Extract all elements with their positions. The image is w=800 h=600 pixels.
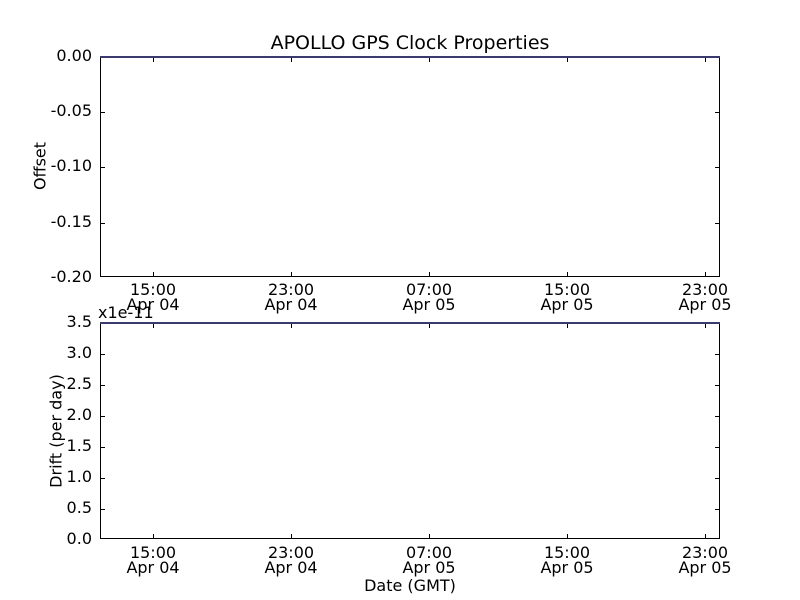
drift-series-line (100, 322, 720, 324)
xtick-label: 23:00 Apr 04 (264, 280, 318, 314)
xtick-time: 15:00 (129, 280, 177, 299)
ytick-label: 2.0 (66, 405, 92, 424)
x-tick-mark (705, 58, 706, 62)
y-tick-mark (715, 478, 719, 479)
xtick-date: Apr 05 (540, 558, 594, 577)
y-tick-mark (715, 167, 719, 168)
y-axis-exponent-label: x1e-11 (98, 303, 154, 322)
x-tick-mark (291, 324, 292, 328)
x-tick-mark (567, 534, 568, 538)
xtick-time: 15:00 (129, 543, 177, 562)
xtick-time: 23:00 (267, 280, 315, 299)
ytick-label: 0.00 (56, 46, 92, 65)
y-tick-mark (715, 509, 719, 510)
y-tick-mark (715, 385, 719, 386)
xtick-label: 23:00 Apr 05 (678, 543, 732, 577)
y-tick-mark (101, 354, 105, 355)
ytick-label: -0.20 (50, 267, 92, 286)
x-tick-mark (153, 272, 154, 276)
x-tick-mark (567, 58, 568, 62)
x-tick-mark (705, 272, 706, 276)
ytick-label: -0.10 (50, 156, 92, 175)
x-tick-mark (429, 58, 430, 62)
xtick-label: 23:00 Apr 04 (264, 543, 318, 577)
ytick-label: 1.5 (66, 436, 92, 455)
xtick-date: Apr 05 (540, 295, 594, 314)
y-tick-mark (101, 167, 105, 168)
xtick-date: Apr 05 (678, 295, 732, 314)
xtick-time: 15:00 (543, 280, 591, 299)
ytick-label: 1.0 (66, 467, 92, 486)
ytick-label: 2.5 (66, 374, 92, 393)
xtick-time: 23:00 (681, 543, 729, 562)
ytick-label: -0.15 (50, 212, 92, 231)
x-tick-mark (153, 58, 154, 62)
bottom-plot-area (100, 322, 720, 539)
xtick-time: 07:00 (405, 280, 453, 299)
xtick-date: Apr 05 (678, 558, 732, 577)
y-tick-mark (101, 509, 105, 510)
xtick-time: 23:00 (681, 280, 729, 299)
xtick-label: 15:00 Apr 05 (540, 280, 594, 314)
x-tick-mark (153, 324, 154, 328)
x-tick-mark (291, 58, 292, 62)
xtick-label: 07:00 Apr 05 (402, 543, 456, 577)
y-tick-mark (101, 223, 105, 224)
x-tick-mark (429, 534, 430, 538)
x-tick-mark (705, 324, 706, 328)
x-tick-mark (567, 324, 568, 328)
y-tick-mark (715, 354, 719, 355)
y-tick-mark (715, 112, 719, 113)
ytick-label: -0.05 (50, 101, 92, 120)
y-tick-mark (101, 478, 105, 479)
xtick-label: 23:00 Apr 05 (678, 280, 732, 314)
x-tick-mark (153, 534, 154, 538)
y-tick-mark (101, 385, 105, 386)
xtick-time: 23:00 (267, 543, 315, 562)
y-tick-mark (715, 416, 719, 417)
y-tick-mark (101, 112, 105, 113)
y-tick-mark (715, 223, 719, 224)
xtick-label: 15:00 Apr 04 (126, 280, 180, 314)
xtick-label: 15:00 Apr 05 (540, 543, 594, 577)
x-tick-mark (291, 272, 292, 276)
top-plot-area (100, 56, 720, 277)
ytick-label: 0.0 (66, 529, 92, 548)
chart-title: APOLLO GPS Clock Properties (270, 32, 550, 54)
x-tick-mark (567, 272, 568, 276)
xtick-date: Apr 05 (402, 295, 456, 314)
ytick-label: 3.0 (66, 343, 92, 362)
x-tick-mark (429, 324, 430, 328)
y-tick-mark (101, 447, 105, 448)
y-tick-mark (715, 447, 719, 448)
ytick-label: 3.5 (66, 312, 92, 331)
xtick-label: 15:00 Apr 04 (126, 543, 180, 577)
xtick-time: 15:00 (543, 543, 591, 562)
xtick-time: 07:00 (405, 543, 453, 562)
xtick-date: Apr 04 (264, 558, 318, 577)
xtick-date: Apr 04 (126, 558, 180, 577)
x-tick-mark (705, 534, 706, 538)
offset-series-line (100, 56, 720, 58)
y-tick-mark (101, 416, 105, 417)
y-axis-label-offset: Offset (30, 141, 50, 191)
xtick-date: Apr 05 (402, 558, 456, 577)
ytick-label: 0.5 (66, 498, 92, 517)
x-axis-label: Date (GMT) (364, 576, 456, 595)
x-tick-mark (429, 272, 430, 276)
y-axis-label-drift: Drift (per day) (46, 374, 66, 488)
xtick-date: Apr 04 (264, 295, 318, 314)
xtick-label: 07:00 Apr 05 (402, 280, 456, 314)
x-tick-mark (291, 534, 292, 538)
xtick-date: Apr 04 (126, 295, 180, 314)
